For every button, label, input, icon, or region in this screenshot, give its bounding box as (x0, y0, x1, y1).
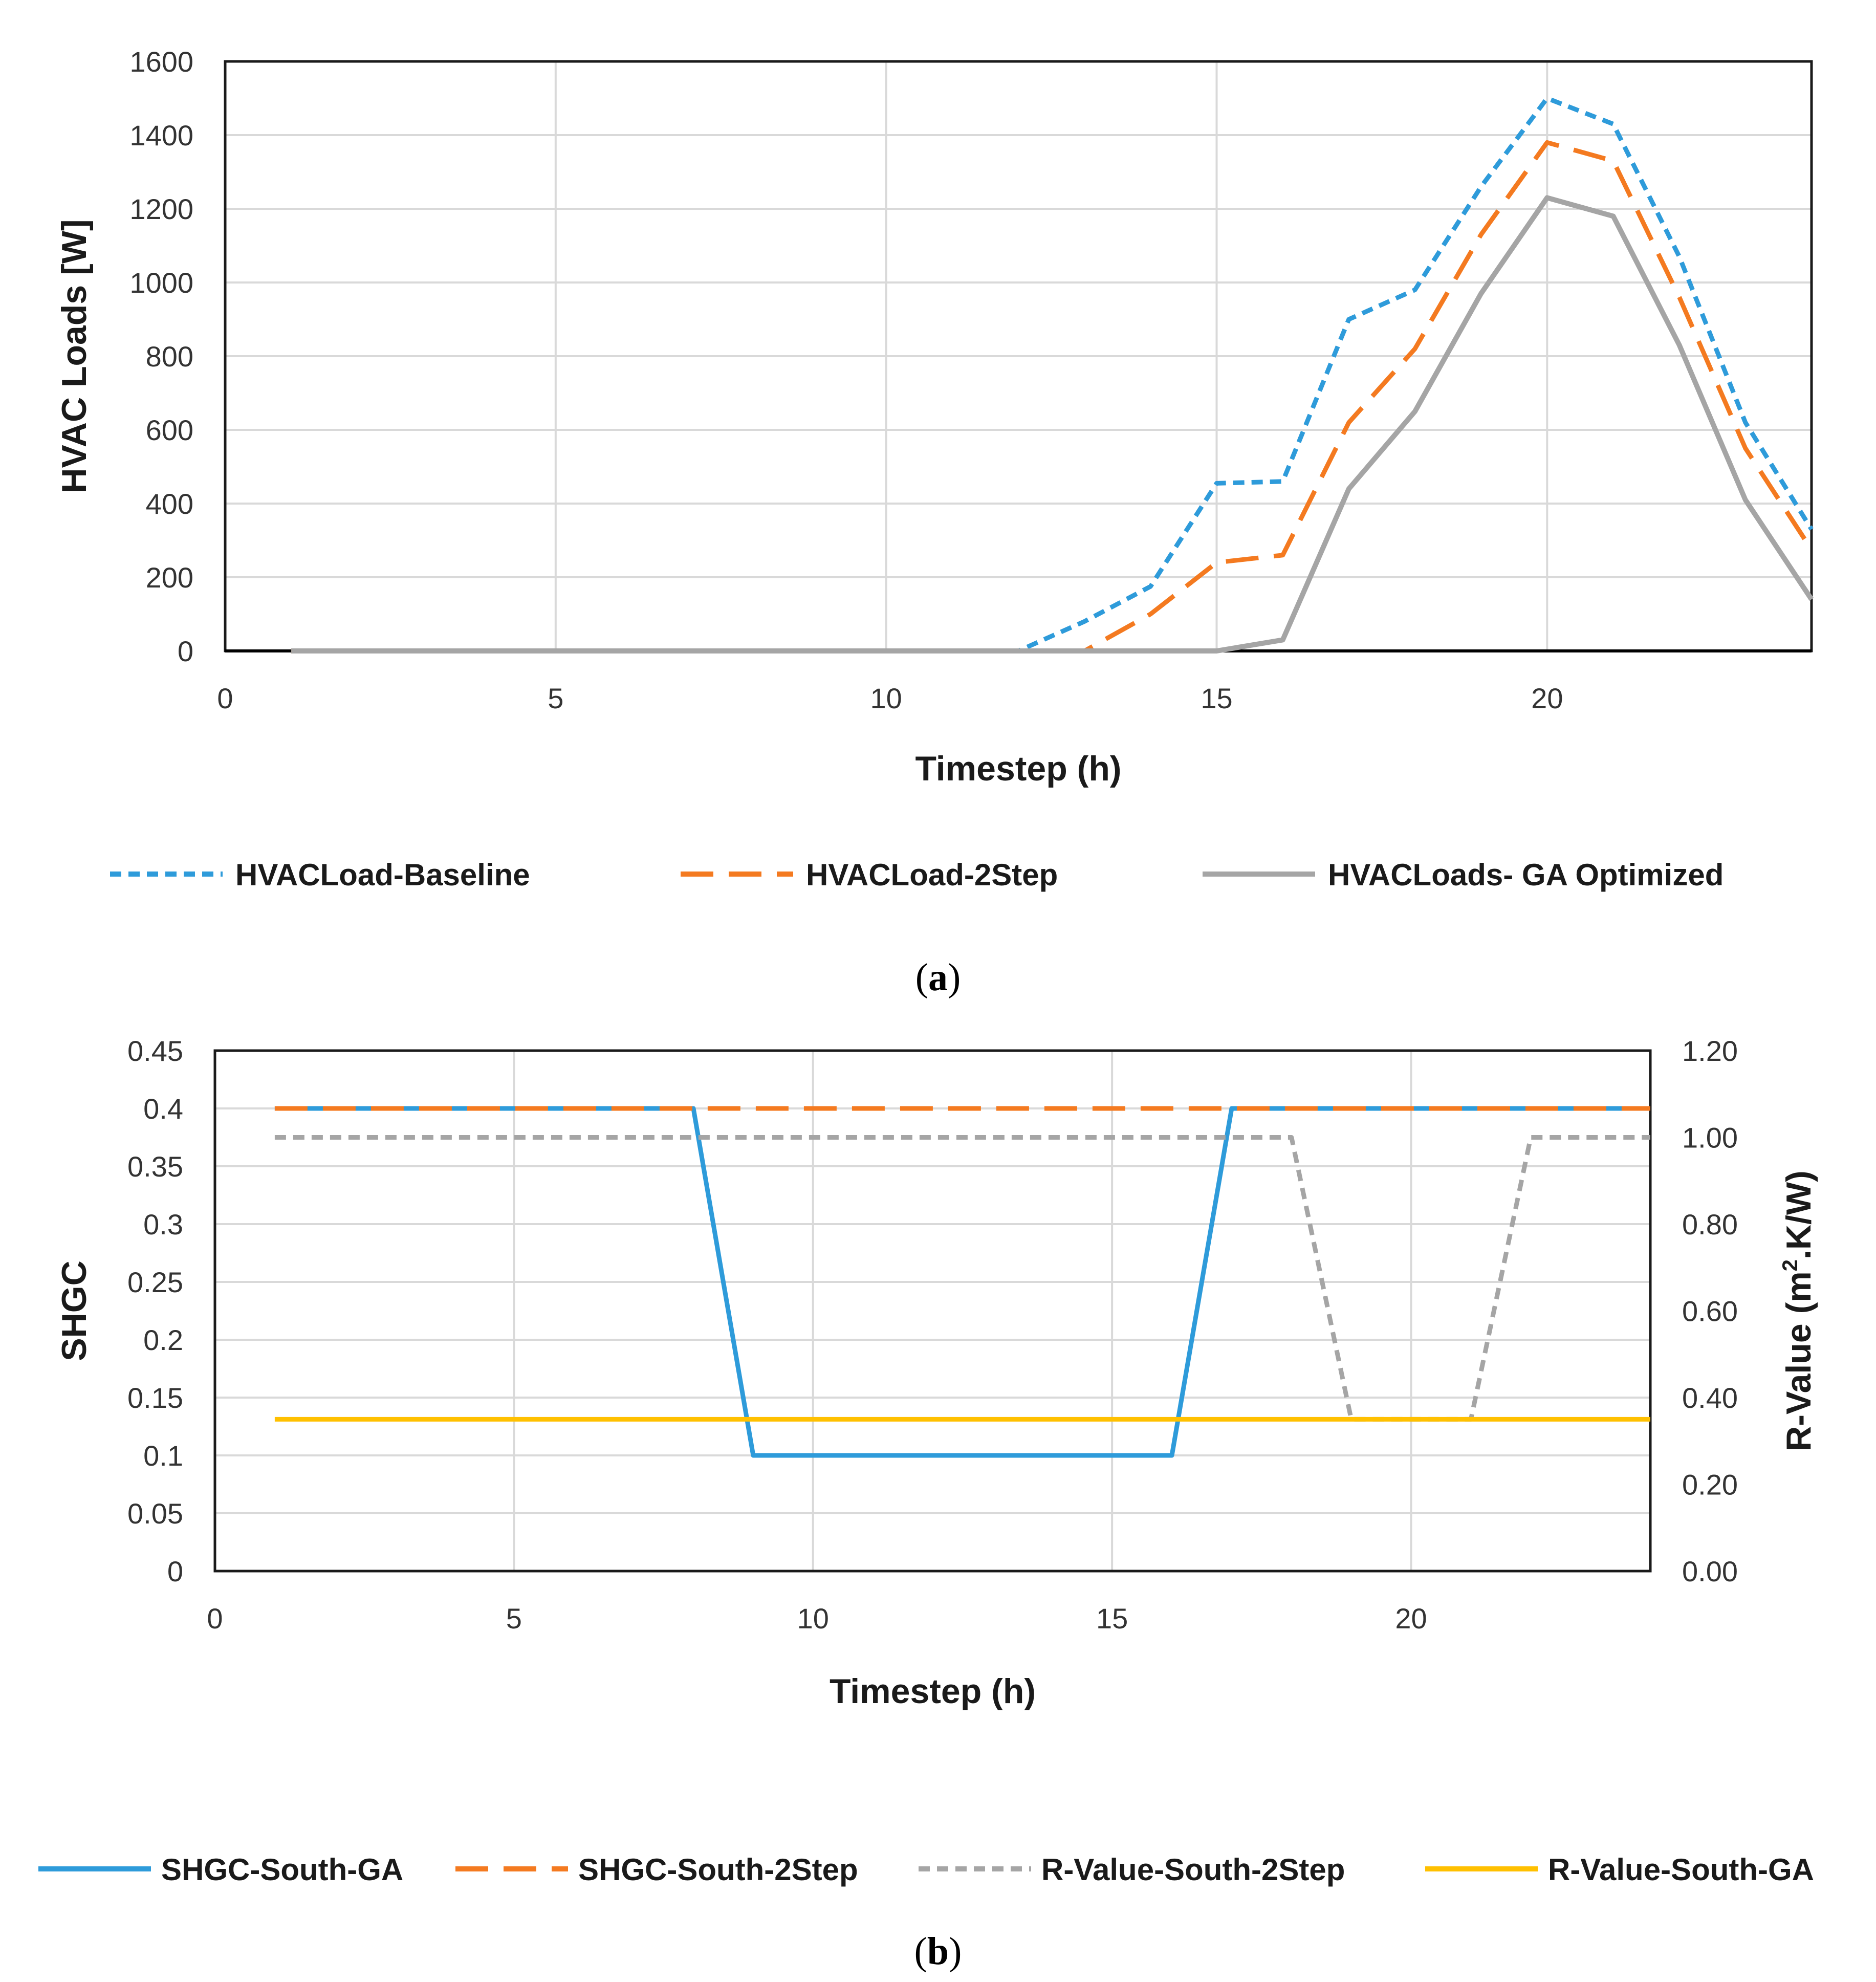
chart-b-y-tick-label: 0.3 (143, 1208, 183, 1240)
chart-b-y2-tick-label: 0.60 (1682, 1295, 1738, 1327)
chart-b-plot-frame (213, 1049, 1652, 1573)
chart-b-legend-label-4: R-Value-South-GA (1548, 1853, 1814, 1887)
chart-b-y2-tick-label: 1.20 (1682, 1035, 1738, 1067)
chart-a-series-line-1 (291, 96, 1814, 654)
chart-b-x-axis-title: Timestep (h) (830, 1672, 1036, 1711)
chart-b-y-tick-label: 0.1 (143, 1440, 183, 1472)
chart-b-legend-label-1: SHGC-South-GA (161, 1853, 403, 1887)
chart-b-x-tick-label: 15 (1096, 1602, 1128, 1635)
chart-b-y2-tick-label: 0.40 (1682, 1382, 1738, 1414)
chart-a-caption: (a) (915, 956, 961, 999)
chart-a-y-tick-label: 200 (146, 561, 193, 594)
chart-b-x-tick-label: 10 (797, 1602, 829, 1635)
chart-a-x-tick-label: 20 (1531, 682, 1563, 714)
chart-a-y-tick-label: 1600 (129, 46, 193, 78)
chart-a-y-tick-label: 400 (146, 488, 193, 520)
chart-b-y-tick-label: 0 (167, 1555, 183, 1587)
chart-b-y2-axis-title: R-Value (m2.K/W) (1778, 1170, 1818, 1451)
chart-a-y-tick-label: 800 (146, 340, 193, 373)
chart-a-y-tick-label: 1400 (129, 119, 193, 151)
chart-b-y-tick-label: 0.45 (127, 1035, 183, 1067)
chart-a-x-tick-label: 10 (870, 682, 902, 714)
chart-a-y-tick-label: 1200 (129, 193, 193, 225)
chart-b-x-tick-label: 5 (506, 1602, 522, 1635)
chart-a-legend-label-2: HVACLoad-2Step (806, 858, 1058, 892)
chart-b-series-line-1 (274, 1106, 1650, 1458)
chart-b-legend-label-2: SHGC-South-2Step (578, 1853, 858, 1887)
chart-b-series-line-3 (274, 1135, 1650, 1422)
chart-a-y-tick-label: 600 (146, 414, 193, 446)
chart-b-y2-tick-label: 0.80 (1682, 1208, 1738, 1240)
chart-b-legend-label-3: R-Value-South-2Step (1041, 1853, 1345, 1887)
chart-b-y2-tick-label: 0.20 (1682, 1469, 1738, 1501)
chart-a-series-line-3 (291, 195, 1814, 654)
chart-b-y-tick-label: 0.25 (127, 1266, 183, 1298)
chart-a-y-axis-title: HVAC Loads [W] (55, 219, 94, 493)
chart-a-series-line-2 (291, 140, 1814, 654)
chart-a-x-tick-label: 0 (217, 682, 233, 714)
chart-b-y-tick-label: 0.4 (143, 1093, 183, 1125)
chart-a-y-tick-label: 1000 (129, 267, 193, 299)
chart-a-x-axis-title: Timestep (h) (915, 749, 1121, 788)
chart-b-y2-tick-label: 0.00 (1682, 1555, 1738, 1587)
chart-a-y-tick-label: 0 (178, 635, 193, 667)
chart-b-y-tick-label: 0.2 (143, 1324, 183, 1356)
chart-a-x-tick-label: 15 (1201, 682, 1232, 714)
chart-b-y2-tick-label: 1.00 (1682, 1122, 1738, 1154)
chart-a-legend-label-3: HVACLoads- GA Optimized (1328, 858, 1724, 892)
chart-b-y-axis-title: SHGC (55, 1260, 94, 1361)
chart-b-x-tick-label: 20 (1395, 1602, 1427, 1635)
chart-b-y-tick-label: 0.35 (127, 1150, 183, 1183)
chart-a-x-tick-label: 5 (548, 682, 563, 714)
chart-a-legend-label-1: HVACLoad-Baseline (235, 858, 530, 892)
chart-b-x-tick-label: 0 (207, 1602, 223, 1635)
chart-b-caption: (b) (914, 1930, 962, 1973)
chart-b-y-tick-label: 0.05 (127, 1497, 183, 1530)
chart-b-y-tick-label: 0.15 (127, 1382, 183, 1414)
